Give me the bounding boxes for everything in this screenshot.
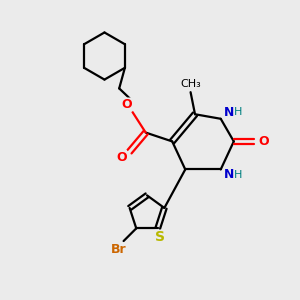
Text: O: O [116,151,127,164]
Text: H: H [234,107,243,117]
Text: N: N [224,168,234,181]
Text: CH₃: CH₃ [180,79,201,89]
Text: H: H [234,170,243,180]
Text: N: N [224,106,234,119]
Text: S: S [155,230,165,244]
Text: O: O [121,98,132,111]
Text: O: O [259,135,269,148]
Text: Br: Br [111,243,126,256]
